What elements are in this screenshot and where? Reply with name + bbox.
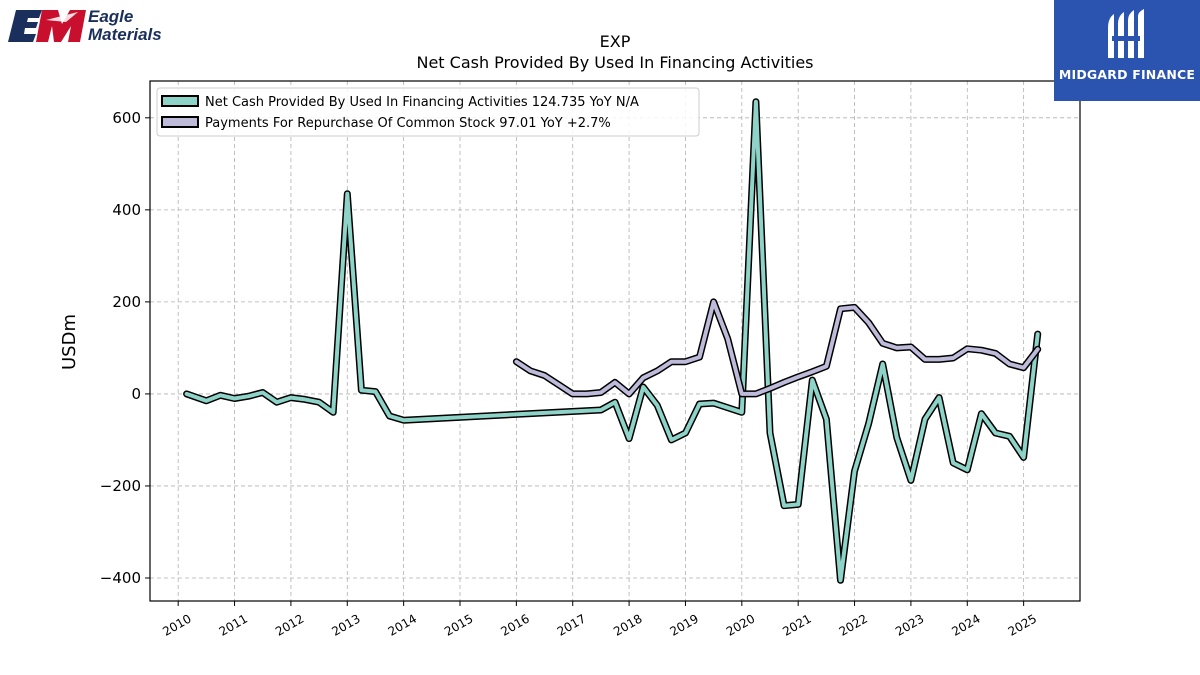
legend-swatch-0: [161, 95, 199, 107]
x-tick-label: 2013: [329, 611, 362, 638]
eagle-materials-logo: Eagle Materials: [6, 6, 176, 46]
x-tick-label: 2019: [668, 611, 701, 638]
x-tick-label: 2015: [442, 611, 475, 638]
brand-line-2: Materials: [88, 25, 162, 44]
x-tick-label: 2011: [217, 611, 250, 638]
y-axis: −400 −200 0 200 400 600: [100, 109, 150, 587]
midgard-finance-logo: MIDGARD FINANCE: [1054, 0, 1200, 101]
x-tick-label: 2021: [780, 611, 813, 638]
x-tick-label: 2012: [273, 611, 306, 638]
series-line-0: [184, 99, 1040, 583]
legend-label-1: Payments For Repurchase Of Common Stock …: [205, 116, 611, 131]
brand-line-1: Eagle: [88, 7, 134, 26]
series-line-outline-1: [512, 298, 1042, 398]
x-tick-label: 2014: [386, 611, 419, 638]
x-tick-label: 2017: [555, 611, 588, 638]
y-tick-label: −200: [100, 477, 141, 495]
grid-lines: [150, 81, 1080, 601]
legend-swatch-1: [161, 116, 199, 128]
eagle-logo-mark-icon: [8, 10, 86, 42]
y-tick-label: 400: [112, 201, 141, 219]
x-axis: 2010 2011 2012 2013 2014 2015 2016 2017 2018 2019…: [160, 601, 1039, 639]
legend-box: [156, 87, 700, 137]
series-line-outline-0: [183, 98, 1042, 584]
series-layer: [183, 98, 1042, 584]
x-tick-label: 2016: [498, 611, 531, 638]
x-tick-label: 2010: [160, 611, 193, 638]
chart-title: EXP: [600, 32, 631, 51]
y-axis-label: USDm: [59, 314, 80, 370]
y-tick-label: −400: [100, 569, 141, 587]
x-tick-label: 2023: [893, 611, 926, 638]
plot-frame: [149, 80, 1081, 602]
series-line-1: [514, 299, 1040, 396]
legend-label-0: Net Cash Provided By Used In Financing A…: [205, 95, 639, 110]
x-tick-label: 2018: [611, 611, 644, 638]
legend: Net Cash Provided By Used In Financing A…: [156, 87, 700, 137]
midgard-mark-icon: [1108, 9, 1144, 58]
y-tick-label: 600: [112, 109, 141, 127]
chart-subtitle: Net Cash Provided By Used In Financing A…: [416, 53, 813, 72]
x-tick-label: 2025: [1006, 611, 1039, 638]
y-tick-label: 0: [131, 385, 141, 403]
x-tick-label: 2020: [724, 611, 757, 638]
x-tick-label: 2024: [949, 611, 982, 638]
y-tick-label: 200: [112, 293, 141, 311]
midgard-brand-name: MIDGARD FINANCE: [1058, 67, 1196, 82]
x-tick-label: 2022: [837, 611, 870, 638]
